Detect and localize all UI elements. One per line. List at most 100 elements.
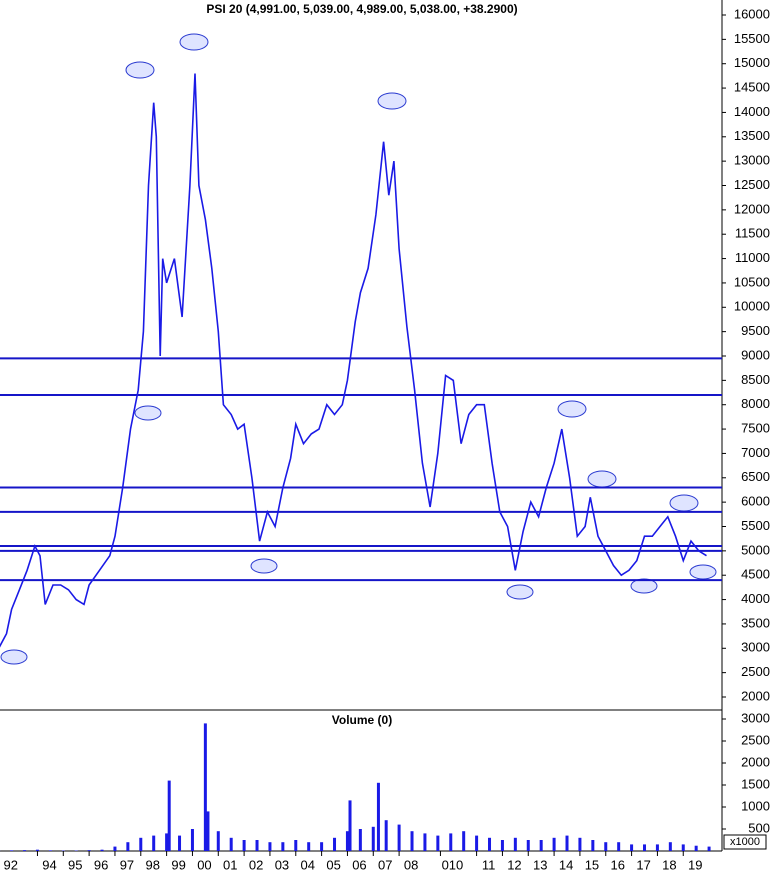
x-tick-label: 96: [94, 857, 108, 872]
volume-bar: [216, 831, 220, 851]
x-tick-label: 19: [688, 857, 702, 872]
bear-icon: [557, 400, 587, 418]
x-tick-label: 14: [559, 857, 573, 872]
y-tick-label: 5000: [741, 542, 770, 557]
volume-bar: [358, 829, 362, 851]
y-tick-label: 3000: [741, 710, 770, 725]
y-tick-label: 5500: [741, 518, 770, 533]
bear-icon: [587, 470, 617, 488]
volume-bar: [681, 844, 685, 851]
y-tick-label: 10000: [734, 299, 770, 314]
volume-bar: [410, 831, 414, 851]
volume-bar: [500, 840, 504, 851]
volume-bar: [526, 840, 530, 851]
volume-bar: [578, 837, 582, 851]
x-tick-label: 010: [442, 857, 464, 872]
bull-icon: [134, 405, 162, 421]
y-tick-label: 3500: [741, 615, 770, 630]
volume-bar: [229, 837, 233, 851]
x-tick-label: 04: [301, 857, 315, 872]
volume-bar: [371, 826, 375, 851]
volume-bar: [126, 842, 130, 851]
x-tick-label: 01: [223, 857, 237, 872]
x-tick-label: 94: [42, 857, 56, 872]
volume-bar: [294, 840, 298, 851]
volume-bar: [565, 835, 569, 851]
bear-icon: [125, 61, 155, 79]
volume-bar: [513, 837, 517, 851]
x-tick-label: 08: [404, 857, 418, 872]
volume-bar: [100, 849, 104, 851]
x-tick-label: 16: [611, 857, 625, 872]
volume-bar: [190, 829, 194, 851]
y-tick-label: 6000: [741, 494, 770, 509]
y-tick-label: 9500: [741, 323, 770, 338]
volume-bar: [345, 831, 349, 851]
y-tick-label: 7000: [741, 445, 770, 460]
y-tick-label: 2000: [741, 754, 770, 769]
volume-bar: [655, 844, 659, 851]
y-tick-label: 14000: [734, 104, 770, 119]
x-tick-label: 06: [352, 857, 366, 872]
volume-bar: [152, 835, 156, 851]
y-tick-label: 11500: [735, 226, 770, 241]
volume-bar: [694, 845, 698, 851]
volume-bar: [242, 840, 246, 851]
volume-bar: [281, 842, 285, 851]
volume-bar: [591, 840, 595, 851]
x-tick-label: 98: [146, 857, 160, 872]
bull-icon: [689, 564, 717, 580]
volume-bar: [255, 840, 259, 851]
volume-bar: [384, 820, 388, 851]
unit-box: [723, 834, 767, 850]
bear-icon: [377, 92, 407, 110]
y-tick-label: 10500: [734, 274, 770, 289]
y-tick-label: 3000: [741, 640, 770, 655]
y-tick-label: 13500: [734, 128, 770, 143]
y-tick-label: 15000: [734, 55, 770, 70]
y-tick-label: 16000: [734, 6, 770, 21]
volume-bar: [449, 833, 453, 851]
price-line: [0, 73, 707, 648]
volume-bar: [617, 842, 621, 851]
volume-bar: [23, 850, 27, 851]
x-tick-label: 12: [507, 857, 521, 872]
chart-title: PSI 20 (4,991.00, 5,039.00, 4,989.00, 5,…: [206, 2, 517, 16]
x-tick-label: 92: [3, 857, 17, 872]
volume-bar: [348, 800, 352, 851]
volume-bar: [167, 780, 171, 851]
y-tick-label: 2500: [741, 732, 770, 747]
y-tick-label: 8500: [741, 372, 770, 387]
volume-bar: [397, 824, 401, 851]
volume-bar: [87, 850, 91, 851]
bear-icon: [179, 33, 209, 51]
volume-bar: [488, 837, 492, 851]
x-tick-label: 17: [636, 857, 650, 872]
y-tick-label: 7500: [741, 421, 770, 436]
x-tick-label: 02: [249, 857, 263, 872]
y-tick-label: 14500: [734, 80, 770, 95]
volume-bar: [307, 842, 311, 851]
y-tick-label: 4000: [741, 591, 770, 606]
x-tick-label: 07: [378, 857, 392, 872]
y-tick-label: 11000: [735, 250, 770, 265]
volume-bar: [35, 849, 39, 851]
y-tick-label: 12000: [734, 201, 770, 216]
bull-icon: [630, 578, 658, 594]
volume-bar: [178, 835, 182, 851]
volume-bar: [139, 837, 143, 851]
volume-bar: [539, 840, 543, 851]
y-tick-label: 500: [748, 820, 770, 835]
y-tick-label: 2000: [741, 688, 770, 703]
y-tick-label: 6500: [741, 469, 770, 484]
bear-bull-icons: [0, 33, 717, 665]
y-tick-label: 8000: [741, 396, 770, 411]
bear-icon: [669, 494, 699, 512]
volume-bar: [475, 835, 479, 851]
x-tick-label: 11: [482, 857, 496, 872]
volume-bar: [333, 837, 337, 851]
x-tick-label: 13: [533, 857, 547, 872]
y-tick-label: 9000: [741, 347, 770, 362]
